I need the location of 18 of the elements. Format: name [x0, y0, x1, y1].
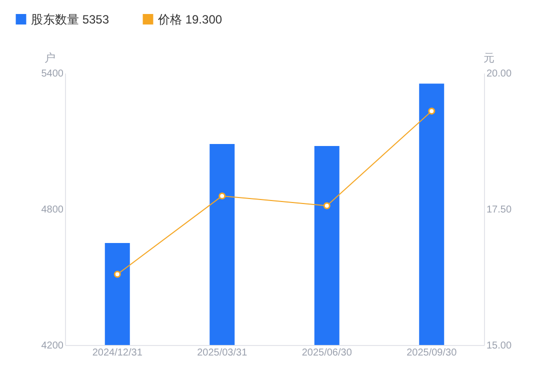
x-tick-label: 2025/03/31: [197, 348, 248, 358]
y2-tick-label: 20.00: [486, 68, 512, 80]
y-axis-title: 户: [44, 52, 56, 64]
legend-label: 股东数量 5353: [31, 12, 110, 26]
point: [218, 192, 226, 200]
y2-tick-label: 15.00: [486, 340, 512, 352]
x-tick-label: 2024/12/31: [92, 348, 143, 358]
point: [323, 202, 330, 210]
y-tick-label: 4200: [41, 340, 64, 352]
x-tick-label: 2025/06/30: [302, 348, 352, 358]
y2-tick-label: 17.50: [486, 204, 512, 216]
y-tick-label: 4800: [41, 204, 64, 216]
legend-label: 价格 19.300: [157, 12, 222, 26]
x-tick-label: 2025/09/30: [406, 348, 458, 358]
point: [114, 270, 121, 278]
y2-axis-title: 元: [484, 52, 494, 64]
y-tick-label: 5400: [41, 68, 64, 80]
point: [428, 108, 436, 115]
